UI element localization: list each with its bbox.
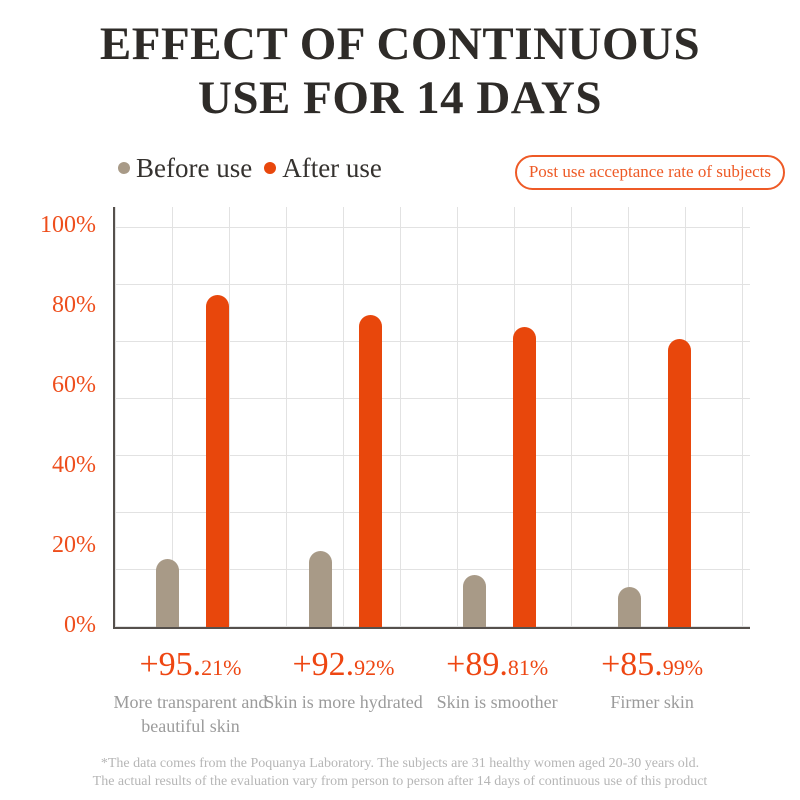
title-line-1: EFFECT OF CONTINUOUS [99, 18, 701, 70]
improvement-value: +85.99% [547, 648, 757, 682]
y-tick-label: 20% [52, 532, 96, 558]
improvement-small: 99% [662, 655, 704, 680]
improvement-small: 92% [354, 655, 395, 680]
improvement-big: +92. [292, 646, 355, 683]
improvement-value: +92.92% [239, 648, 449, 682]
annotation-group-1: +95.21% More transparent and beautiful s… [85, 648, 295, 739]
plot-area [113, 207, 750, 629]
improvement-big: +85. [601, 646, 663, 683]
bar-after-use-3 [512, 327, 536, 627]
legend-item-after-use: After use [264, 153, 382, 183]
footnote: *The data comes from the Poquanya Labora… [0, 755, 800, 791]
bar-before-use-4 [617, 587, 641, 627]
footnote-line-1: *The data comes from the Poquanya Labora… [100, 756, 700, 771]
category-caption: Skin is more hydrated [264, 692, 423, 712]
page-title: EFFECT OF CONTINUOUS USE FOR 14 DAYS [0, 18, 800, 125]
bar-before-use-2 [309, 551, 332, 627]
improvement-big: +89. [446, 646, 508, 683]
category-annotations: +95.21% More transparent and beautiful s… [113, 648, 748, 760]
bar-before-use-3 [462, 575, 486, 627]
y-tick-label: 80% [52, 292, 96, 318]
category-caption: Skin is smoother [436, 692, 558, 712]
category-caption: Firmer skin [610, 692, 694, 712]
bar-after-use-1 [205, 295, 229, 627]
improvement-small: 21% [201, 655, 242, 680]
improvement-small: 81% [507, 655, 549, 680]
y-tick-label: 100% [40, 212, 96, 238]
annotation-group-2: +92.92% Skin is more hydrated [239, 648, 449, 714]
improvement-value: +95.21% [85, 648, 295, 682]
legend-label-after-use: After use [282, 153, 382, 183]
legend-item-before-use: Before use [118, 153, 252, 183]
title-line-2: USE FOR 14 DAYS [197, 71, 603, 124]
legend-label-before-use: Before use [136, 153, 253, 183]
y-axis: 0% 20% 40% 60% 80% 100% [0, 213, 104, 637]
y-tick-label: 60% [52, 372, 96, 398]
bar-before-use-1 [155, 559, 179, 627]
annotation-group-4: +85.99% Firmer skin [547, 648, 757, 714]
after-use-dot-icon [264, 162, 277, 174]
chart-legend: Before use After use [118, 153, 394, 184]
footnote-line-2: The actual results of the evaluation var… [92, 774, 708, 790]
annotation-group-3: +89.81% Skin is smoother [392, 648, 602, 714]
y-tick-label: 0% [64, 612, 96, 638]
bar-after-use-4 [667, 339, 691, 627]
acceptance-rate-badge: Post use acceptance rate of subjects [514, 155, 785, 190]
bar-after-use-2 [359, 315, 382, 627]
improvement-big: +95. [139, 646, 202, 683]
improvement-value: +89.81% [392, 648, 602, 682]
y-tick-label: 40% [52, 452, 96, 478]
before-use-dot-icon [118, 162, 130, 174]
category-caption: More transparent and beautiful skin [113, 692, 268, 737]
